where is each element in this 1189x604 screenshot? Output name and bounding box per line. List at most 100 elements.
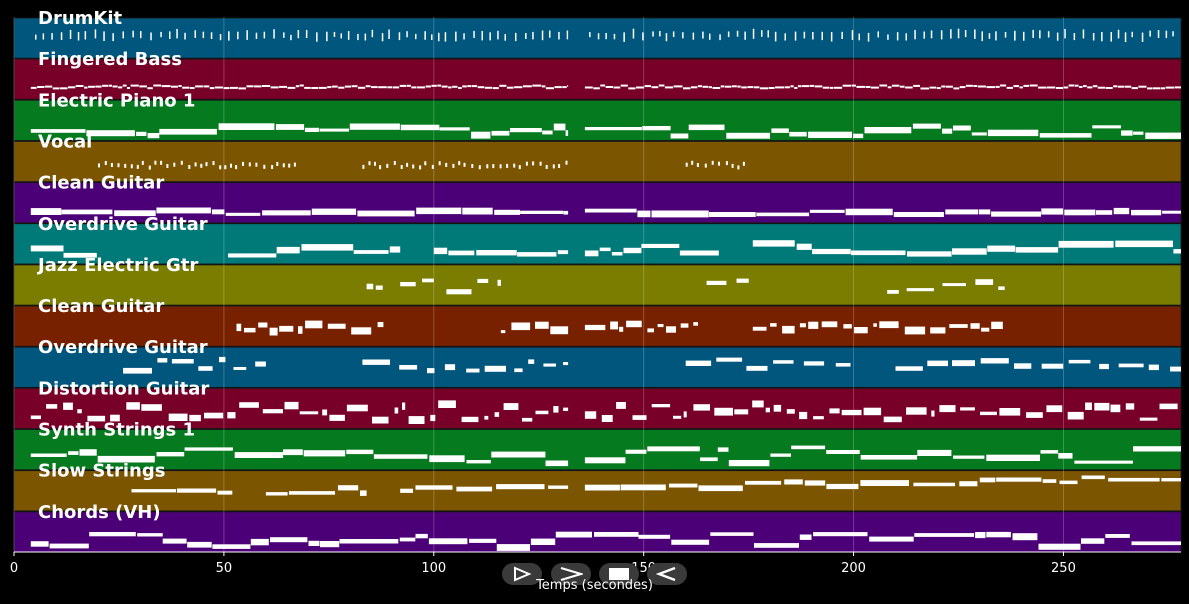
note (830, 32, 833, 42)
fast-forward-button[interactable] (551, 563, 591, 585)
note (999, 408, 1021, 416)
note (45, 85, 53, 88)
note (122, 31, 124, 39)
note (351, 327, 372, 335)
note (1041, 208, 1064, 215)
track (13, 429, 1182, 471)
note (446, 289, 472, 295)
note (427, 368, 435, 374)
note (584, 411, 597, 419)
note (63, 402, 73, 410)
note (69, 29, 72, 39)
note (1056, 32, 1059, 41)
note (399, 365, 418, 370)
note (506, 86, 514, 89)
note (543, 363, 556, 367)
note (552, 164, 555, 169)
note (724, 85, 732, 88)
note (1040, 450, 1059, 454)
note (711, 160, 714, 165)
note (1068, 84, 1075, 87)
note (169, 31, 171, 39)
note (896, 32, 899, 41)
note (126, 402, 140, 410)
note (150, 32, 152, 41)
note (1023, 84, 1029, 87)
note (368, 161, 371, 166)
note (455, 31, 457, 42)
note (339, 539, 399, 544)
note (223, 87, 230, 90)
note (189, 414, 201, 422)
note (400, 282, 416, 287)
note (415, 485, 453, 490)
note (283, 32, 285, 38)
note (1029, 84, 1038, 87)
note (784, 33, 786, 41)
note (424, 31, 426, 40)
track-label: Electric Piano 1 (38, 90, 195, 111)
note (110, 414, 120, 422)
track-band (13, 470, 1182, 512)
note (225, 212, 261, 216)
note (406, 162, 409, 167)
note (269, 327, 278, 336)
note (362, 359, 390, 365)
note (351, 85, 358, 88)
note (301, 244, 354, 251)
note (147, 133, 160, 139)
note (802, 85, 810, 88)
note (246, 85, 254, 88)
note (893, 212, 944, 217)
note (558, 31, 560, 40)
note (271, 165, 274, 169)
note (489, 32, 491, 41)
note (679, 250, 719, 256)
note (262, 409, 283, 414)
note (438, 32, 440, 42)
rewind-button[interactable] (647, 563, 687, 585)
note (188, 165, 191, 169)
track (13, 305, 1182, 347)
note (535, 410, 549, 415)
note (1083, 85, 1087, 88)
note (89, 532, 136, 537)
note (371, 29, 374, 38)
note (700, 457, 718, 462)
note (693, 322, 698, 326)
note (964, 30, 967, 38)
note (567, 85, 569, 87)
note (1074, 84, 1079, 87)
note (1099, 363, 1109, 370)
note (289, 491, 335, 495)
note (1121, 130, 1133, 136)
note (141, 404, 162, 411)
note (399, 537, 416, 542)
note (484, 415, 489, 420)
note (346, 404, 368, 412)
note (282, 163, 285, 168)
note (84, 31, 87, 40)
note (171, 359, 194, 364)
note (386, 163, 389, 168)
note (826, 450, 860, 454)
note (30, 245, 64, 252)
note (613, 86, 621, 89)
note (77, 32, 80, 41)
note (863, 407, 882, 416)
note (471, 164, 474, 168)
note (727, 31, 730, 38)
play-button[interactable] (502, 563, 542, 585)
note (702, 31, 704, 39)
note (597, 33, 600, 40)
note (139, 85, 147, 88)
note (1157, 30, 1160, 38)
stop-button[interactable] (599, 563, 639, 585)
note (237, 31, 239, 40)
note (734, 409, 749, 415)
note (865, 86, 871, 88)
note (940, 30, 943, 40)
note (942, 128, 953, 134)
note (953, 455, 985, 459)
note (949, 324, 968, 328)
